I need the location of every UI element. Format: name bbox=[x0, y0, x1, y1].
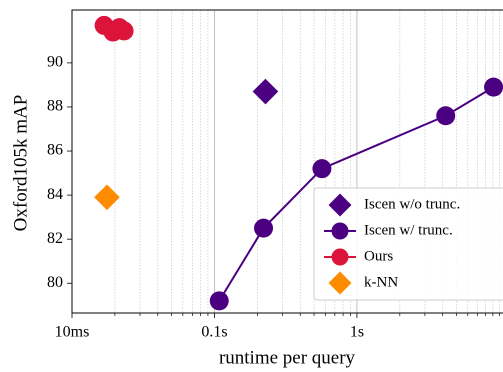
circle-marker bbox=[331, 248, 349, 266]
y-tick-label: 80 bbox=[47, 274, 63, 291]
y-axis-label: Oxford105k mAP bbox=[10, 95, 31, 232]
circle-marker bbox=[312, 159, 332, 179]
axes-frame bbox=[71, 9, 503, 314]
y-tick-label: 88 bbox=[47, 98, 63, 115]
x-axis-label: runtime per query bbox=[219, 347, 356, 368]
legend-label: k-NN bbox=[364, 274, 398, 290]
circle-marker bbox=[484, 77, 503, 97]
x-tick-label: 1s bbox=[350, 324, 364, 341]
legend-label: Iscen w/o trunc. bbox=[364, 196, 460, 212]
x-tick-label: 0.1s bbox=[201, 324, 227, 341]
diamond-marker bbox=[252, 78, 279, 105]
diamond-marker bbox=[328, 193, 352, 217]
y-tick-label: 90 bbox=[47, 54, 63, 71]
circle-marker bbox=[114, 21, 134, 41]
circle-marker bbox=[436, 106, 456, 126]
circle-marker bbox=[209, 291, 229, 311]
diamond-marker bbox=[94, 184, 120, 211]
diamond-marker bbox=[328, 271, 352, 295]
legend: Iscen w/o trunc. Iscen w/ trunc. Ours k-NN bbox=[313, 187, 503, 301]
legend-box bbox=[313, 187, 503, 301]
legend-label: Iscen w/ trunc. bbox=[364, 222, 453, 238]
y-tick-label: 82 bbox=[47, 230, 63, 247]
circle-marker bbox=[331, 222, 349, 240]
x-tick-label: 10ms bbox=[55, 324, 90, 341]
legend-label: Ours bbox=[364, 248, 393, 264]
y-tick-label: 84 bbox=[47, 186, 63, 203]
circle-marker bbox=[254, 218, 274, 238]
y-tick-label: 86 bbox=[47, 142, 63, 159]
